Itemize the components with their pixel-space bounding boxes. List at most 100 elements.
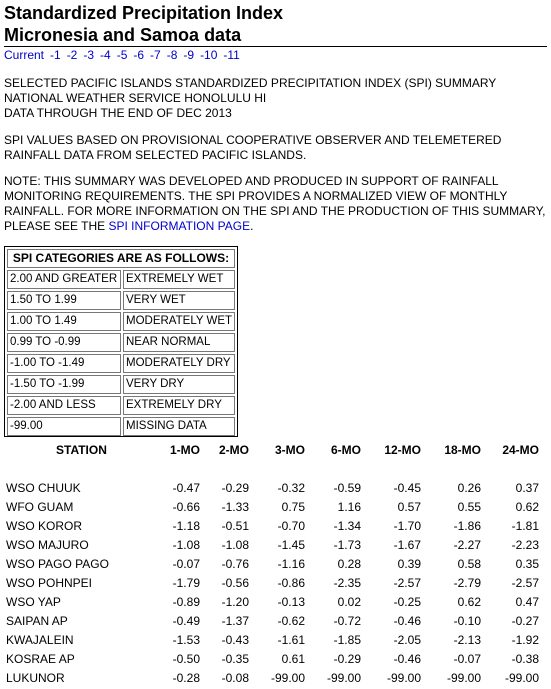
nav-link-month[interactable]: -11 (223, 48, 240, 62)
table-row: KWAJALEIN -1.53 -0.43 -1.61 -1.85 -2.05 -2.13 -… (0, 633, 551, 651)
spi-value: -1.70 (393, 519, 421, 533)
spi-value: -1.61 (277, 633, 305, 647)
nav-link-month[interactable]: -1 (50, 48, 61, 62)
spi-value: -0.45 (393, 481, 421, 495)
nav-link-month[interactable]: -6 (133, 48, 145, 62)
spi-value: -99.00 (326, 671, 361, 685)
spi-value: -0.66 (172, 500, 200, 514)
category-label: EXTREMELY DRY (123, 396, 235, 415)
spi-value: -99.00 (446, 671, 481, 685)
title-divider (4, 46, 547, 47)
spi-value: -0.76 (221, 557, 249, 571)
spi-value: -0.70 (277, 519, 305, 533)
category-range: 0.99 TO -0.99 (7, 333, 121, 352)
table-row: WSO PAGO PAGO -0.07 -0.76 -1.16 0.28 0.39 0.58… (0, 557, 551, 575)
spi-value: -99.00 (270, 671, 305, 685)
note-line: RAINFALL. FOR MORE INFORMATION ON THE SP… (4, 204, 546, 218)
spi-value: -0.43 (221, 633, 249, 647)
spi-value: -99.00 (386, 671, 421, 685)
category-range: -99.00 (7, 417, 121, 436)
category-label: VERY DRY (123, 375, 235, 394)
category-row: -1.50 TO -1.99 VERY DRY (7, 375, 235, 394)
nav-link-month[interactable]: -3 (83, 48, 95, 62)
nav-link-month[interactable]: -10 (200, 48, 218, 62)
spi-value: -0.25 (393, 595, 421, 609)
spi-value: 0.75 (281, 500, 305, 514)
summary-line: SELECTED PACIFIC ISLANDS STANDARDIZED PR… (4, 76, 497, 90)
station-name: WSO PAGO PAGO (6, 557, 109, 571)
spi-value: -1.18 (172, 519, 200, 533)
summary-header: SELECTED PACIFIC ISLANDS STANDARDIZED PR… (4, 76, 549, 121)
table-row: WSO POHNPEI -1.79 -0.56 -0.86 -2.35 -2.57 -2.7… (0, 576, 551, 594)
spi-value: 0.28 (337, 557, 361, 571)
spi-value: -1.92 (511, 633, 539, 647)
spi-value: 0.57 (397, 500, 421, 514)
page-title: Standardized Precipitation Index (4, 3, 284, 23)
spi-value: 0.62 (515, 500, 539, 514)
category-row: 1.50 TO 1.99 VERY WET (7, 291, 235, 310)
spi-value: -0.29 (333, 652, 361, 666)
spi-value: -0.51 (221, 519, 249, 533)
nav-link-month[interactable]: -5 (116, 48, 128, 62)
station-name: WSO KOROR (6, 519, 83, 533)
spi-value: -0.32 (277, 481, 305, 495)
station-name: LUKUNOR (6, 671, 65, 685)
category-label: MODERATELY WET (123, 312, 235, 331)
spi-value: 0.37 (515, 481, 539, 495)
source-line: RAINFALL DATA FROM SELECTED PACIFIC ISLA… (4, 148, 307, 162)
category-label: VERY WET (123, 291, 235, 310)
spi-value: -1.45 (277, 538, 305, 552)
category-label: NEAR NORMAL (123, 333, 235, 352)
spi-value: -0.08 (221, 671, 249, 685)
nav-link-month[interactable]: -8 (166, 48, 178, 62)
header-1-mo: 1-MO (170, 443, 200, 457)
category-row: -2.00 AND LESS EXTREMELY DRY (7, 396, 235, 415)
nav-link-month[interactable]: -7 (150, 48, 161, 62)
spi-value: -1.67 (393, 538, 421, 552)
station-name: KOSRAE AP (6, 652, 75, 666)
spi-value: -1.20 (221, 595, 249, 609)
table-row: SAIPAN AP -0.49 -1.37 -0.62 -0.72 -0.46 -0.10 -… (0, 614, 551, 632)
category-range: -1.00 TO -1.49 (7, 354, 121, 373)
nav-link-month[interactable]: -4 (100, 48, 111, 62)
spi-value: -0.59 (333, 481, 361, 495)
station-name: WSO MAJURO (6, 538, 89, 552)
table-row: WSO MAJURO -1.08 -1.08 -1.45 -1.73 -1.67 -2.27… (0, 538, 551, 556)
spi-value: -0.07 (453, 652, 481, 666)
category-label: EXTREMELY WET (123, 270, 235, 289)
spi-value: -2.05 (393, 633, 421, 647)
spi-value: -1.81 (511, 519, 539, 533)
spi-value: -0.38 (511, 652, 539, 666)
category-range: -2.00 AND LESS (7, 396, 121, 415)
spi-information-link[interactable]: SPI INFORMATION PAGE (108, 219, 251, 233)
summary-line: DATA THROUGH THE END OF DEC 2013 (4, 106, 232, 120)
spi-value: -2.23 (511, 538, 539, 552)
spi-categories-table: SPI CATEGORIES ARE AS FOLLOWS: 2.00 AND … (4, 246, 238, 437)
nav-link-month[interactable]: -9 (183, 48, 195, 62)
header-6-mo: 6-MO (331, 443, 361, 457)
table-row: KOSRAE AP -0.50 -0.35 0.61 -0.29 -0.46 -0.07 -0… (0, 652, 551, 670)
spi-value: -0.13 (277, 595, 305, 609)
spi-value: -0.89 (172, 595, 200, 609)
category-range: 1.00 TO 1.49 (7, 312, 121, 331)
nav-link-month[interactable]: -2 (66, 48, 78, 62)
table-row: WFO GUAM -0.66 -1.33 0.75 1.16 0.57 0.55 0.62 (0, 500, 551, 518)
month-navigation: Current -1 -2 -3 -4 -5 -6 -7 -8 -9 -10 -11 (4, 48, 246, 62)
spi-value: -1.34 (333, 519, 361, 533)
station-name: WSO CHUUK (6, 481, 81, 495)
spi-value: 0.47 (515, 595, 539, 609)
source-line: SPI VALUES BASED ON PROVISIONAL COOPERAT… (4, 133, 502, 147)
category-row: 0.99 TO -0.99 NEAR NORMAL (7, 333, 235, 352)
spi-value: -0.46 (393, 614, 421, 628)
spi-value: -0.35 (221, 652, 249, 666)
nav-link-current[interactable]: Current (4, 48, 45, 62)
spi-value: 0.26 (457, 481, 481, 495)
spi-value: 0.35 (515, 557, 539, 571)
spi-value: -2.79 (453, 576, 481, 590)
header-12-mo: 12-MO (384, 443, 421, 457)
spi-value: -0.72 (333, 614, 361, 628)
header-18-mo: 18-MO (444, 443, 481, 457)
categories-title: SPI CATEGORIES ARE AS FOLLOWS: (7, 249, 235, 268)
note-line: NOTE: THIS SUMMARY WAS DEVELOPED AND PRO… (4, 174, 499, 188)
spi-value: -0.28 (172, 671, 200, 685)
